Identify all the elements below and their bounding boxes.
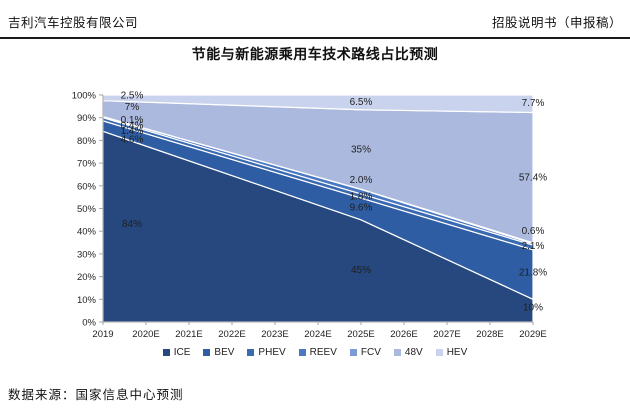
legend-item-FCV: FCV (349, 347, 381, 358)
company-name: 吉利汽车控股有限公司 (8, 16, 139, 30)
data-label-HEV-2019: 2.5% (121, 90, 144, 101)
stacked-area-chart: 0% 10% 20% 30% 40% 50% 60% 70% 80% 90% 100% 2019 202… (72, 90, 548, 340)
chart-title: 节能与新能源乘用车技术路线占比预测 (191, 48, 439, 63)
page-header: 吉利汽车控股有限公司 招股说明书（申报稿） (0, 0, 630, 39)
legend-marker-HEV (435, 349, 443, 356)
legend-item-HEV: HEV (435, 347, 468, 358)
data-label-BEV-2029E: 21.8% (519, 268, 547, 279)
y-tick-label: 50% (77, 204, 97, 215)
y-tick-label: 30% (77, 249, 97, 260)
legend-marker-REEV (298, 349, 306, 356)
x-tick-label: 2026E (390, 329, 417, 340)
y-tick-label: 100% (72, 91, 97, 102)
legend-marker-ICE (162, 349, 170, 356)
data-label-BEV-2025E: 9.6% (350, 202, 373, 213)
data-label-HEV-2029E: 7.7% (522, 98, 545, 109)
data-label-BEV-2019: 4.6% (121, 135, 144, 146)
data-label-REEV-2019: 0.4% (121, 121, 144, 132)
legend-marker-BEV (203, 349, 211, 356)
x-tick-label: 2021E (175, 329, 202, 340)
data-label-48V-2019: 7% (125, 102, 140, 113)
data-label-48V-2025E: 35% (351, 144, 371, 155)
legend-label: 48V (404, 347, 423, 358)
data-label-PHEV-2029E: 2.1% (522, 241, 545, 252)
legend-label: BEV (214, 347, 235, 358)
chart-legend: ICE BEV PHEV REEV FCV 48V HEV (0, 347, 630, 358)
legend-item-REEV: REEV (298, 347, 337, 358)
data-label-ICE-2019: 84% (122, 219, 142, 230)
x-tick-label: 2020E (132, 329, 159, 340)
y-tick-label: 60% (77, 181, 97, 192)
y-tick-label: 90% (77, 113, 97, 124)
legend-item-PHEV: PHEV (247, 347, 286, 358)
data-label-48V-2029E: 57.4% (519, 173, 547, 184)
legend-marker-FCV (349, 349, 357, 356)
y-tick-label: 10% (77, 295, 97, 306)
data-label-FCV-2019: 0.1% (121, 115, 144, 126)
legend-label: REEV (309, 347, 337, 358)
data-label-REEV-2025E: 2.0% (350, 175, 373, 186)
legend-label: PHEV (258, 347, 286, 358)
legend-marker-48V (393, 349, 401, 356)
y-tick-label: 40% (77, 227, 97, 238)
x-tick-label: 2019 (92, 329, 113, 340)
legend-item-ICE: ICE (162, 347, 191, 358)
x-tick-label: 2025E (347, 329, 374, 340)
y-tick-label: 0% (82, 318, 96, 329)
x-tick-label: 2027E (433, 329, 460, 340)
legend-label: HEV (446, 347, 468, 358)
x-tick-label: 2023E (261, 329, 288, 340)
data-label-ICE-2029E: 10% (523, 303, 543, 314)
x-tick-label: 2028E (476, 329, 503, 340)
legend-label: ICE (173, 347, 191, 358)
doc-type-label: 招股说明书（申报稿） (491, 16, 622, 30)
x-tick-label: 2024E (304, 329, 331, 340)
legend-item-BEV: BEV (203, 347, 234, 358)
legend-label: FCV (360, 347, 381, 358)
y-tick-label: 80% (77, 136, 97, 147)
data-source: 数据来源：国家信息中心预测 (8, 388, 184, 402)
data-label-PHEV-2019: 1.4% (121, 126, 144, 137)
data-label-ICE-2025E: 45% (351, 265, 371, 276)
y-tick-label: 20% (77, 272, 97, 283)
data-label-HEV-2025E: 6.5% (350, 97, 373, 108)
legend-marker-PHEV (247, 349, 255, 356)
x-tick-label: 2029E (519, 329, 546, 340)
x-tick-label: 2022E (218, 329, 245, 340)
y-tick-label: 70% (77, 159, 97, 170)
data-label-REEV-2029E: 0.6% (522, 226, 545, 237)
data-label-PHEV-2025E: 1.8% (350, 192, 373, 203)
legend-item-48V: 48V (393, 347, 423, 358)
